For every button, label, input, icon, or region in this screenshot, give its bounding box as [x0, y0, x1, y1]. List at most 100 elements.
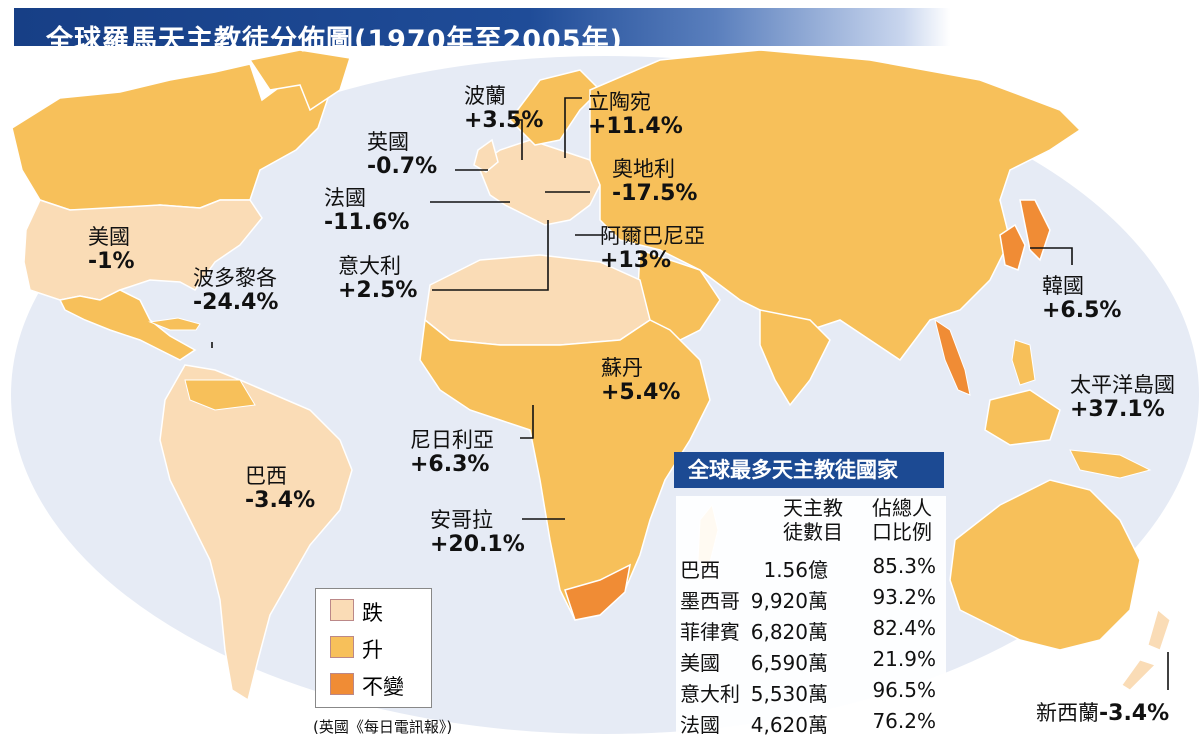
cell-country: 意大利 [680, 682, 740, 706]
legend-swatch-unchanged [330, 673, 354, 695]
label-poland: 波蘭 +3.5% [464, 84, 543, 133]
column-header-line: 口比例 [872, 520, 932, 544]
country-name: 法國 [324, 186, 366, 210]
country-change: +6.3% [410, 452, 490, 477]
country-change: +20.1% [430, 532, 525, 557]
new-zealand [1121, 609, 1171, 691]
vietnam [934, 318, 971, 396]
column-header-line: 徒數目 [783, 520, 843, 544]
legend-label-fall: 跌 [362, 601, 383, 625]
cell-count: 9,920萬 [750, 589, 828, 613]
catholic-population-table: 天主教 徒數目 佔總人 口比例 巴西 1.56億 85.3% 墨西哥 9,920… [676, 496, 946, 739]
country-change: -17.5% [612, 181, 698, 206]
asia-landmass [589, 49, 1082, 362]
uk-ireland [473, 138, 499, 173]
country-change: -3.4% [1099, 701, 1170, 726]
cell-count: 6,590萬 [750, 651, 828, 675]
cell-country: 法國 [680, 713, 720, 737]
country-name: 太平洋島國 [1070, 373, 1175, 397]
label-france: 法國 -11.6% [324, 186, 409, 235]
country-change: +37.1% [1070, 397, 1165, 422]
table-row: 墨西哥 9,920萬 93.2% [676, 585, 946, 615]
cell-count: 4,620萬 [750, 713, 828, 737]
label-puerto-rico: 波多黎各 -24.4% [193, 266, 278, 315]
country-change: -3.4% [245, 488, 316, 513]
column-header-line: 佔總人 [872, 496, 932, 520]
label-albania: 阿爾巴尼亞 +13% [600, 224, 705, 273]
label-sudan: 蘇丹 +5.4% [601, 356, 680, 405]
legend: 跌 升 不變 [315, 588, 432, 708]
label-austria: 奧地利 -17.5% [612, 157, 697, 206]
source-credit: (英國《每日電訊報》) [313, 718, 453, 736]
page-title: 全球羅馬天主教徒分佈圖(1970年至2005年) [46, 25, 623, 56]
cell-ratio: 82.4% [872, 616, 936, 640]
country-name: 新西蘭 [1036, 701, 1099, 725]
country-name: 安哥拉 [430, 508, 493, 532]
country-change: -24.4% [193, 290, 279, 315]
country-name: 韓國 [1042, 274, 1084, 298]
column-header-ratio: 佔總人 口比例 [862, 496, 942, 544]
cell-country: 美國 [680, 651, 720, 675]
cell-count: 1.56億 [763, 558, 828, 582]
label-angola: 安哥拉 +20.1% [430, 508, 525, 557]
country-change: +11.4% [588, 114, 683, 139]
new-guinea [1069, 449, 1152, 479]
legend-swatch-rise [330, 636, 354, 658]
cell-ratio: 96.5% [872, 678, 936, 702]
southeast-asia-islands [984, 389, 1061, 446]
label-new-zealand: 新西蘭 -3.4% [1036, 701, 1169, 726]
cell-count: 6,820萬 [750, 620, 828, 644]
table-row: 菲律賓 6,820萬 82.4% [676, 616, 946, 646]
country-change: +5.4% [601, 380, 681, 405]
label-korea: 韓國 +6.5% [1042, 274, 1121, 323]
caribbean [148, 317, 201, 331]
country-change: +3.5% [464, 108, 544, 133]
greenland [248, 49, 351, 112]
usa-landmass [23, 199, 263, 301]
country-name: 蘇丹 [601, 356, 643, 380]
label-lithuania: 立陶宛 +11.4% [588, 90, 683, 139]
cell-ratio: 21.9% [872, 647, 936, 671]
south-america [159, 364, 353, 702]
india [759, 309, 831, 407]
column-header-count: 天主教 徒數目 [768, 496, 858, 544]
leader-lines [211, 97, 1169, 690]
label-pacific-islands: 太平洋島國 +37.1% [1070, 373, 1175, 422]
country-name: 意大利 [338, 254, 401, 278]
country-name: 英國 [367, 130, 409, 154]
country-change: -1% [88, 249, 135, 274]
korea [999, 223, 1026, 271]
label-nigeria: 尼日利亞 +6.3% [410, 428, 494, 477]
legend-label-unchanged: 不變 [362, 675, 404, 699]
cell-ratio: 76.2% [872, 709, 936, 733]
mexico-central-america [58, 289, 197, 361]
guianas-venezuela [184, 379, 256, 411]
label-usa: 美國 -1% [88, 225, 134, 274]
country-name: 阿爾巴尼亞 [600, 224, 705, 248]
table-row: 巴西 1.56億 85.3% [676, 554, 946, 584]
country-name: 立陶宛 [588, 90, 651, 114]
country-name: 尼日利亞 [410, 428, 494, 452]
cell-country: 巴西 [680, 558, 720, 582]
cell-country: 墨西哥 [680, 589, 740, 613]
title-bar: 全球羅馬天主教徒分佈圖(1970年至2005年) [14, 8, 950, 56]
label-brazil: 巴西 -3.4% [245, 464, 315, 513]
legend-swatch-fall [330, 599, 354, 621]
cell-ratio: 85.3% [872, 554, 936, 578]
table-title: 全球最多天主教徒國家 [674, 452, 944, 488]
table-row: 法國 4,620萬 76.2% [676, 709, 946, 739]
country-change: +13% [600, 248, 672, 273]
country-change: +2.5% [338, 278, 418, 303]
cell-count: 5,530萬 [750, 682, 828, 706]
column-header-line: 天主教 [783, 496, 843, 520]
philippines [1011, 339, 1036, 386]
table-row: 美國 6,590萬 21.9% [676, 647, 946, 677]
country-name: 波多黎各 [193, 266, 277, 290]
country-name: 美國 [88, 225, 130, 249]
legend-label-rise: 升 [362, 638, 383, 662]
cell-country: 菲律賓 [680, 620, 740, 644]
country-change: -0.7% [367, 154, 438, 179]
country-name: 奧地利 [612, 157, 675, 181]
country-name: 巴西 [245, 464, 287, 488]
